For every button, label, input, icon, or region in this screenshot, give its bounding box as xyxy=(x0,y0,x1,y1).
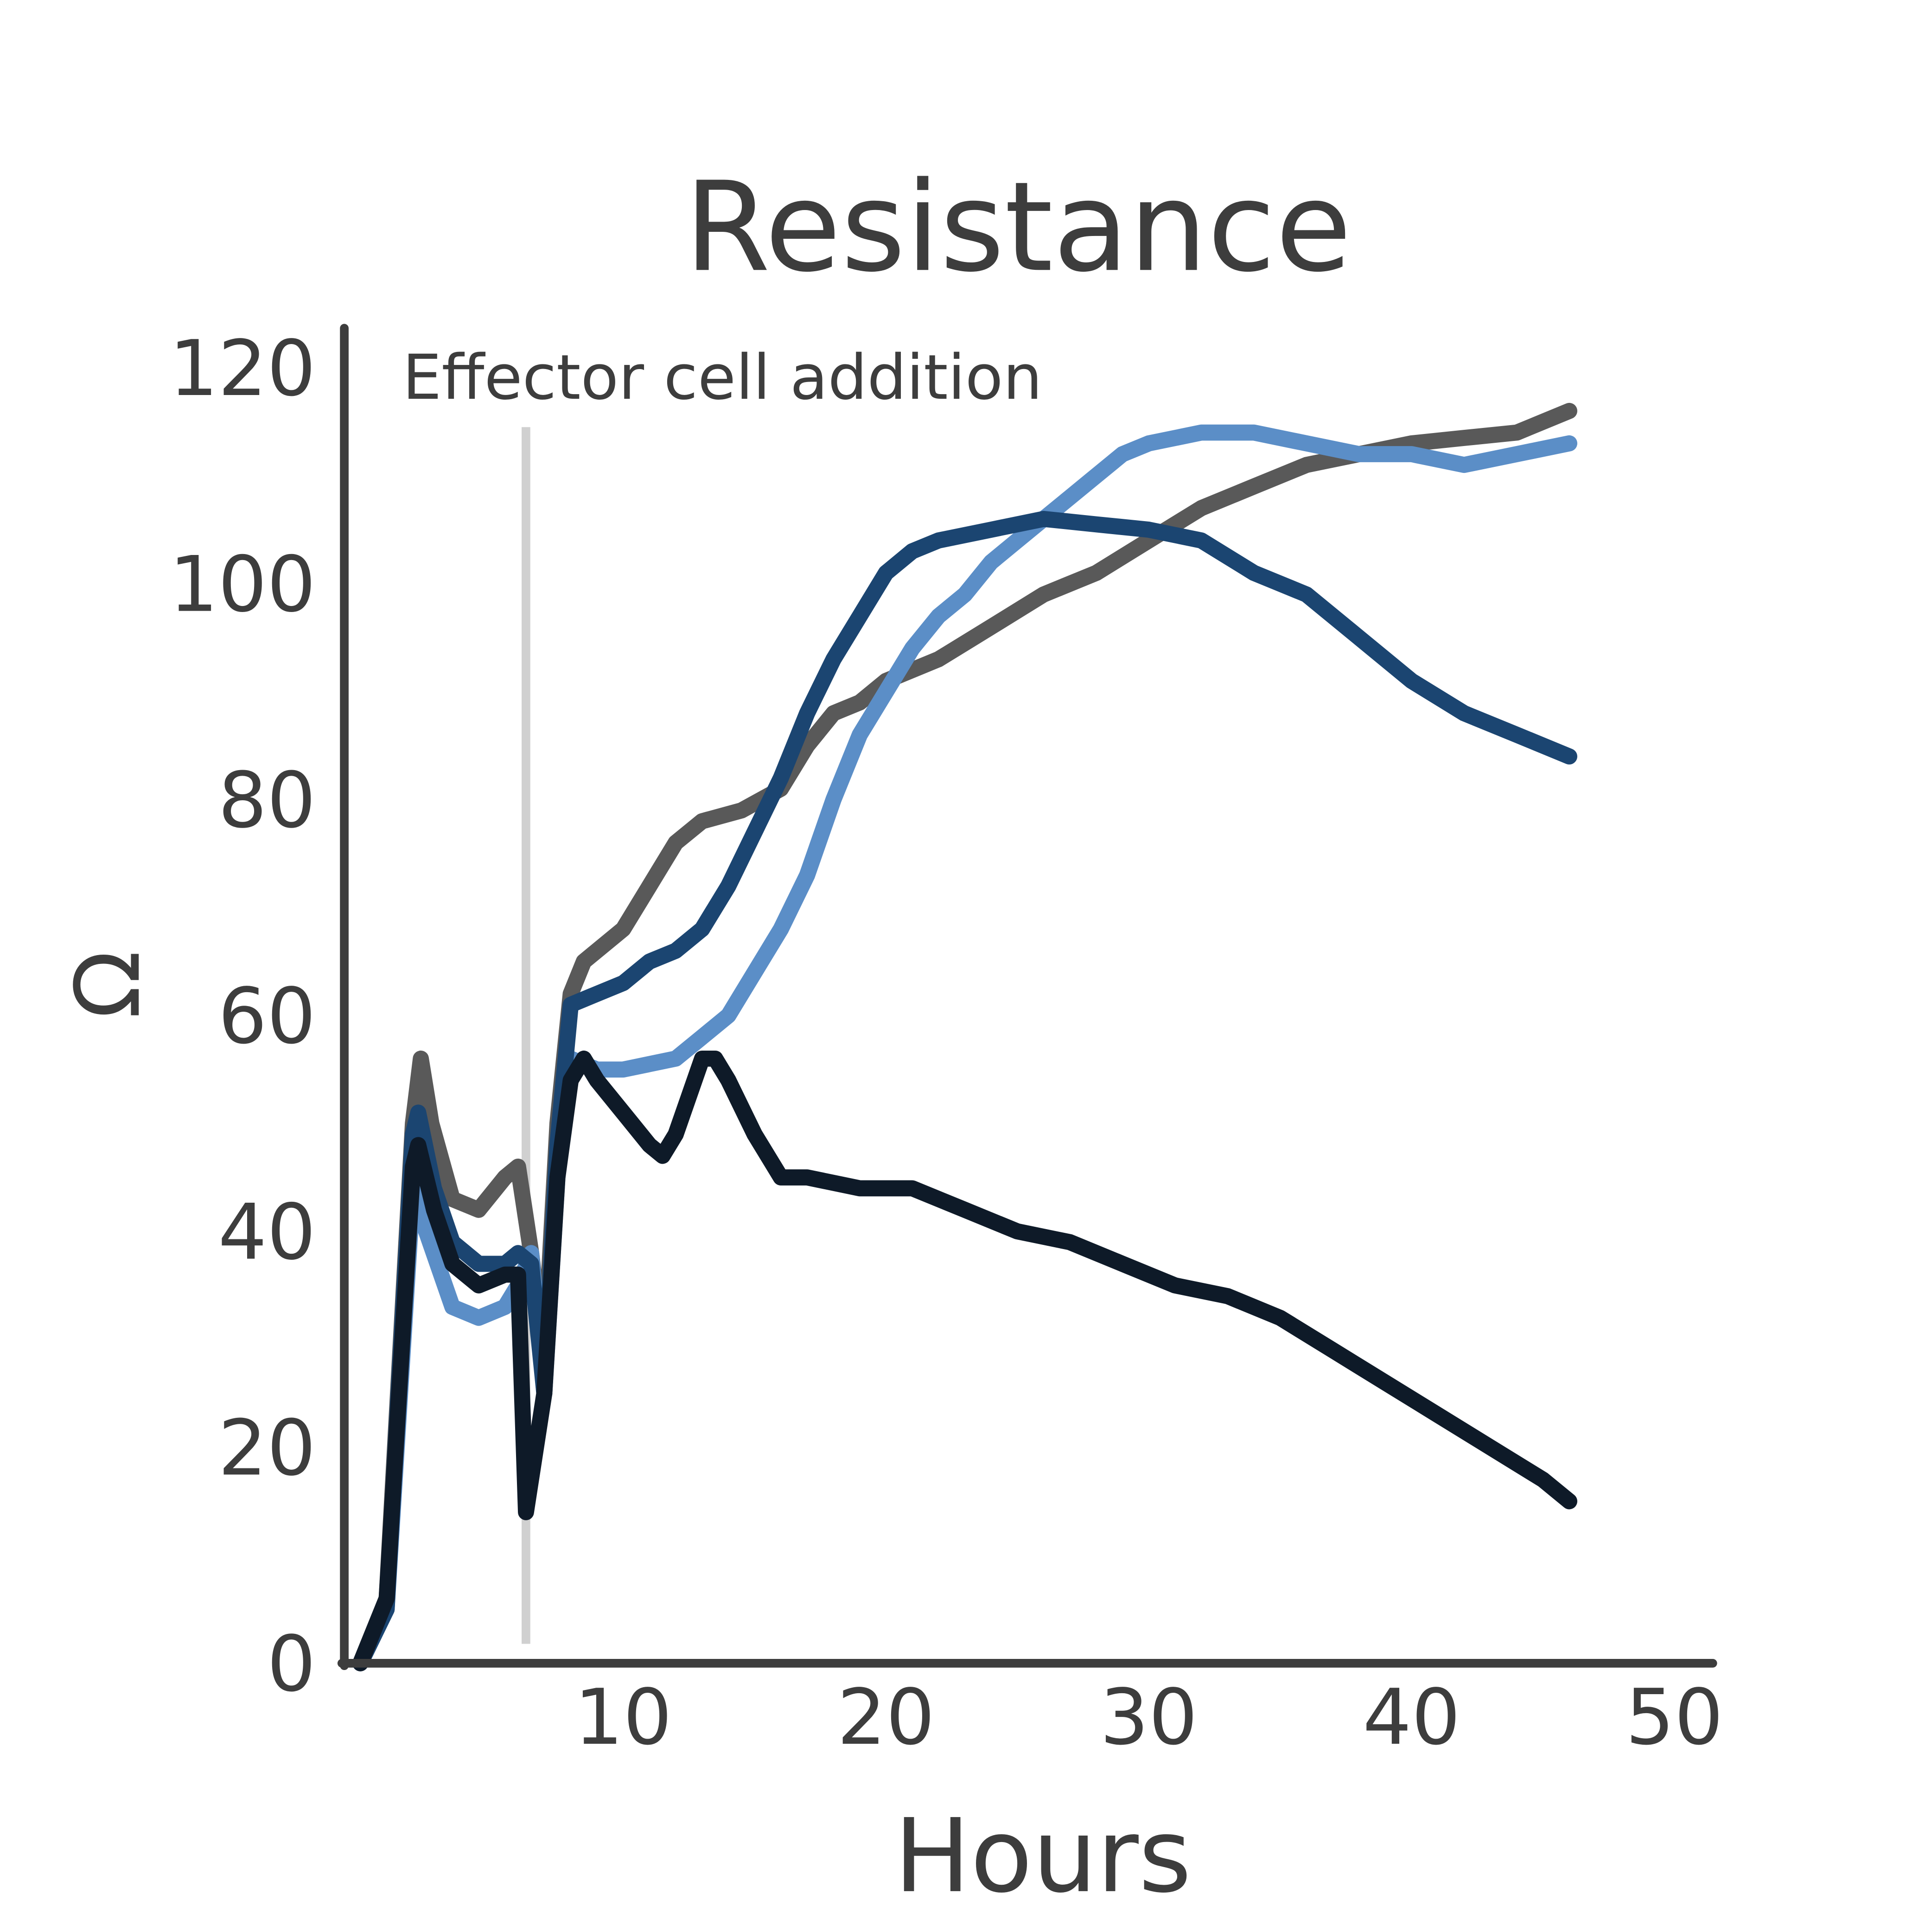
y-tick-label: 20 xyxy=(218,1403,316,1493)
x-axis-label: Hours xyxy=(894,1797,1192,1915)
y-tick-label: 0 xyxy=(267,1620,316,1709)
x-tick-label: 20 xyxy=(837,1673,935,1762)
y-axis-label: Ω xyxy=(56,950,160,1019)
x-tick-label: 10 xyxy=(574,1673,672,1762)
y-tick-label: 120 xyxy=(169,324,316,414)
series-line-1 xyxy=(352,402,1577,1671)
x-tick-label: 30 xyxy=(1100,1673,1198,1762)
series-line-4 xyxy=(352,1050,1577,1671)
series-line-2 xyxy=(352,424,1577,1671)
annotation-label: Effector cell addition xyxy=(402,342,1042,414)
series-line-3 xyxy=(352,510,1577,1671)
chart-title: Resistance xyxy=(684,155,1352,299)
y-tick-label: 40 xyxy=(218,1188,316,1277)
y-tick-label: 80 xyxy=(218,756,316,845)
x-tick-label: 40 xyxy=(1363,1673,1460,1762)
x-tick-label: 50 xyxy=(1626,1673,1723,1762)
y-tick-label: 60 xyxy=(218,972,316,1061)
y-tick-label: 100 xyxy=(169,540,316,630)
